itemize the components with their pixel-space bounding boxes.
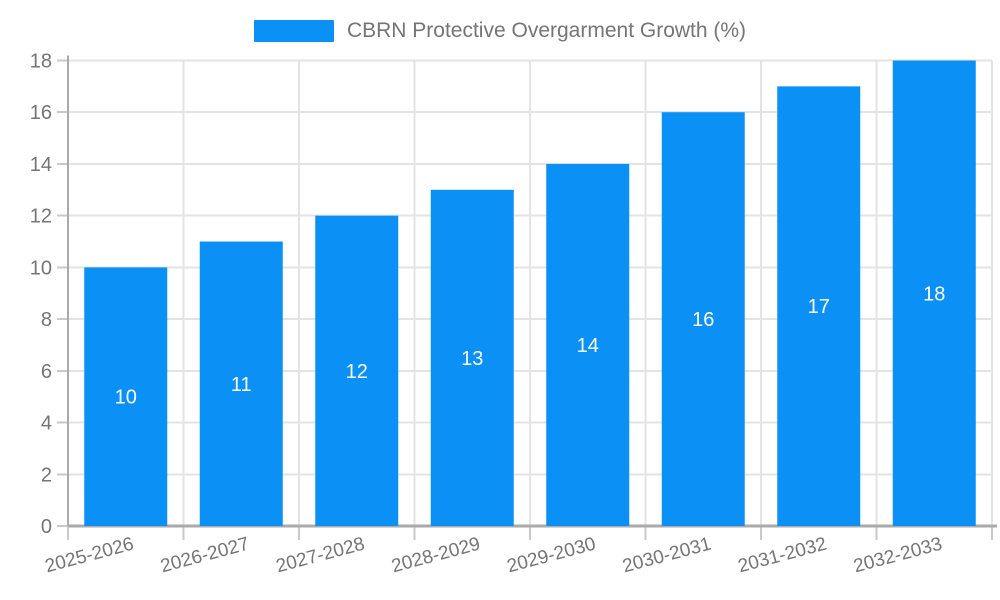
- y-axis-tick-label: 2: [41, 464, 52, 486]
- bar-value-label: 13: [461, 348, 483, 370]
- x-axis-tick-label: 2030-2031: [620, 534, 713, 578]
- bar-2028-2029[interactable]: [430, 189, 514, 527]
- bar-2031-2032[interactable]: [777, 86, 861, 526]
- x-axis-tick-label: 2032-2033: [851, 534, 944, 578]
- legend-label: CBRN Protective Overgarment Growth (%): [346, 19, 747, 42]
- bar-2029-2030[interactable]: [546, 163, 630, 526]
- y-axis-tick-label: 14: [30, 154, 52, 176]
- y-axis-tick-label: 18: [30, 51, 52, 73]
- bar-value-label: 10: [115, 387, 137, 409]
- bar-value-label: 12: [346, 361, 368, 383]
- bar-value-label: 17: [808, 296, 830, 318]
- bar-2032-2033[interactable]: [892, 60, 976, 527]
- x-axis-tick-label: 2031-2032: [736, 534, 829, 578]
- bar-2026-2027[interactable]: [199, 241, 283, 526]
- x-axis-tick-label: 2027-2028: [274, 534, 367, 578]
- legend-swatch: [253, 20, 334, 42]
- y-axis-tick-label: 10: [30, 257, 52, 279]
- bar-value-label: 11: [231, 374, 252, 396]
- y-axis-tick-label: 0: [41, 516, 52, 538]
- legend-item[interactable]: CBRN Protective Overgarment Growth (%): [0, 20, 1000, 42]
- bar-value-label: 14: [577, 335, 599, 357]
- bar-2027-2028[interactable]: [315, 215, 399, 526]
- x-axis-tick-label: 2028-2029: [389, 534, 482, 578]
- y-axis-tick-label: 16: [30, 102, 52, 124]
- y-axis-tick-label: 12: [30, 206, 52, 228]
- bar-2030-2031[interactable]: [661, 112, 745, 526]
- bar-value-label: 16: [692, 309, 714, 331]
- x-axis-tick-label: 2026-2027: [158, 534, 251, 578]
- y-axis-tick-label: 4: [41, 413, 52, 435]
- bar-2025-2026[interactable]: [84, 267, 168, 526]
- y-axis-tick-label: 8: [41, 309, 52, 331]
- x-axis-tick-label: 2025-2026: [43, 534, 136, 578]
- y-axis-tick-label: 6: [41, 361, 52, 383]
- bar-value-label: 18: [923, 283, 945, 305]
- x-axis-tick-label: 2029-2030: [505, 534, 598, 578]
